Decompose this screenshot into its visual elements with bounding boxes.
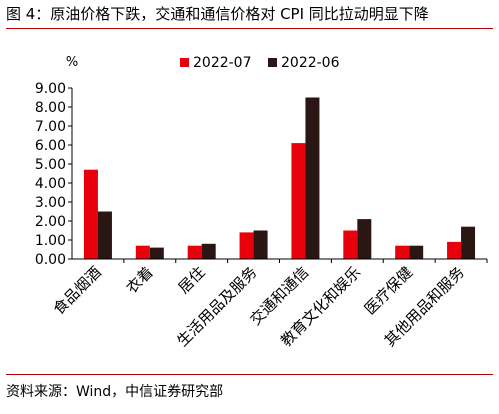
x-category-label: 居住: [175, 263, 209, 297]
bar-2022-07-食品烟酒: [83, 169, 98, 259]
bar-2022-07-衣着: [135, 245, 150, 259]
bar-2022-07-教育文化和娱乐: [343, 230, 358, 259]
bar-2022-07-其他用品和服务: [447, 241, 462, 259]
bar-2022-06-衣着: [149, 247, 164, 259]
bar-2022-07-交通和通信: [291, 143, 306, 259]
legend-label: 2022-07: [193, 55, 252, 71]
y-tick-label: 5.00: [35, 157, 66, 173]
bar-2022-07-居住: [187, 245, 202, 259]
y-tick-label: 0.00: [35, 252, 66, 268]
bar-2022-07-医疗保健: [395, 245, 410, 259]
bar-2022-06-居住: [201, 243, 216, 259]
legend-swatch-2022-06: [268, 58, 277, 67]
legend-label: 2022-06: [281, 55, 340, 71]
x-category-label: 衣着: [123, 263, 157, 297]
title-divider: [6, 28, 493, 29]
y-tick-label: 7.00: [35, 119, 66, 135]
bar-2022-06-交通和通信: [305, 97, 320, 259]
y-tick-label: 3.00: [35, 195, 66, 211]
legend-swatch-2022-07: [180, 58, 189, 67]
bar-2022-06-医疗保健: [409, 245, 424, 259]
source-note: 资料来源：Wind，中信证券研究部: [6, 384, 224, 400]
bar-2022-06-其他用品和服务: [461, 226, 476, 259]
y-tick-label: 8.00: [35, 100, 66, 116]
y-axis-unit-label: %: [66, 55, 78, 70]
y-tick-label: 9.00: [35, 81, 66, 97]
y-tick-label: 1.00: [35, 233, 66, 249]
bar-2022-06-教育文化和娱乐: [357, 219, 372, 259]
bar-2022-06-食品烟酒: [97, 211, 112, 259]
bar-2022-06-生活用品及服务: [253, 230, 268, 259]
bar-2022-07-生活用品及服务: [239, 232, 254, 259]
y-tick-label: 4.00: [35, 176, 66, 192]
figure-title: 图 4：原油价格下跌，交通和通信价格对 CPI 同比拉动明显下降: [6, 5, 429, 23]
bar-chart: % 0.00 1.00 2.00 3.00 4.00 5.00 6.00 7.00 8.00 9.…: [35, 55, 488, 350]
source-divider: [6, 374, 493, 375]
y-tick-label: 6.00: [35, 138, 66, 154]
y-tick-label: 2.00: [35, 214, 66, 230]
x-category-label: 食品烟酒: [50, 263, 105, 318]
